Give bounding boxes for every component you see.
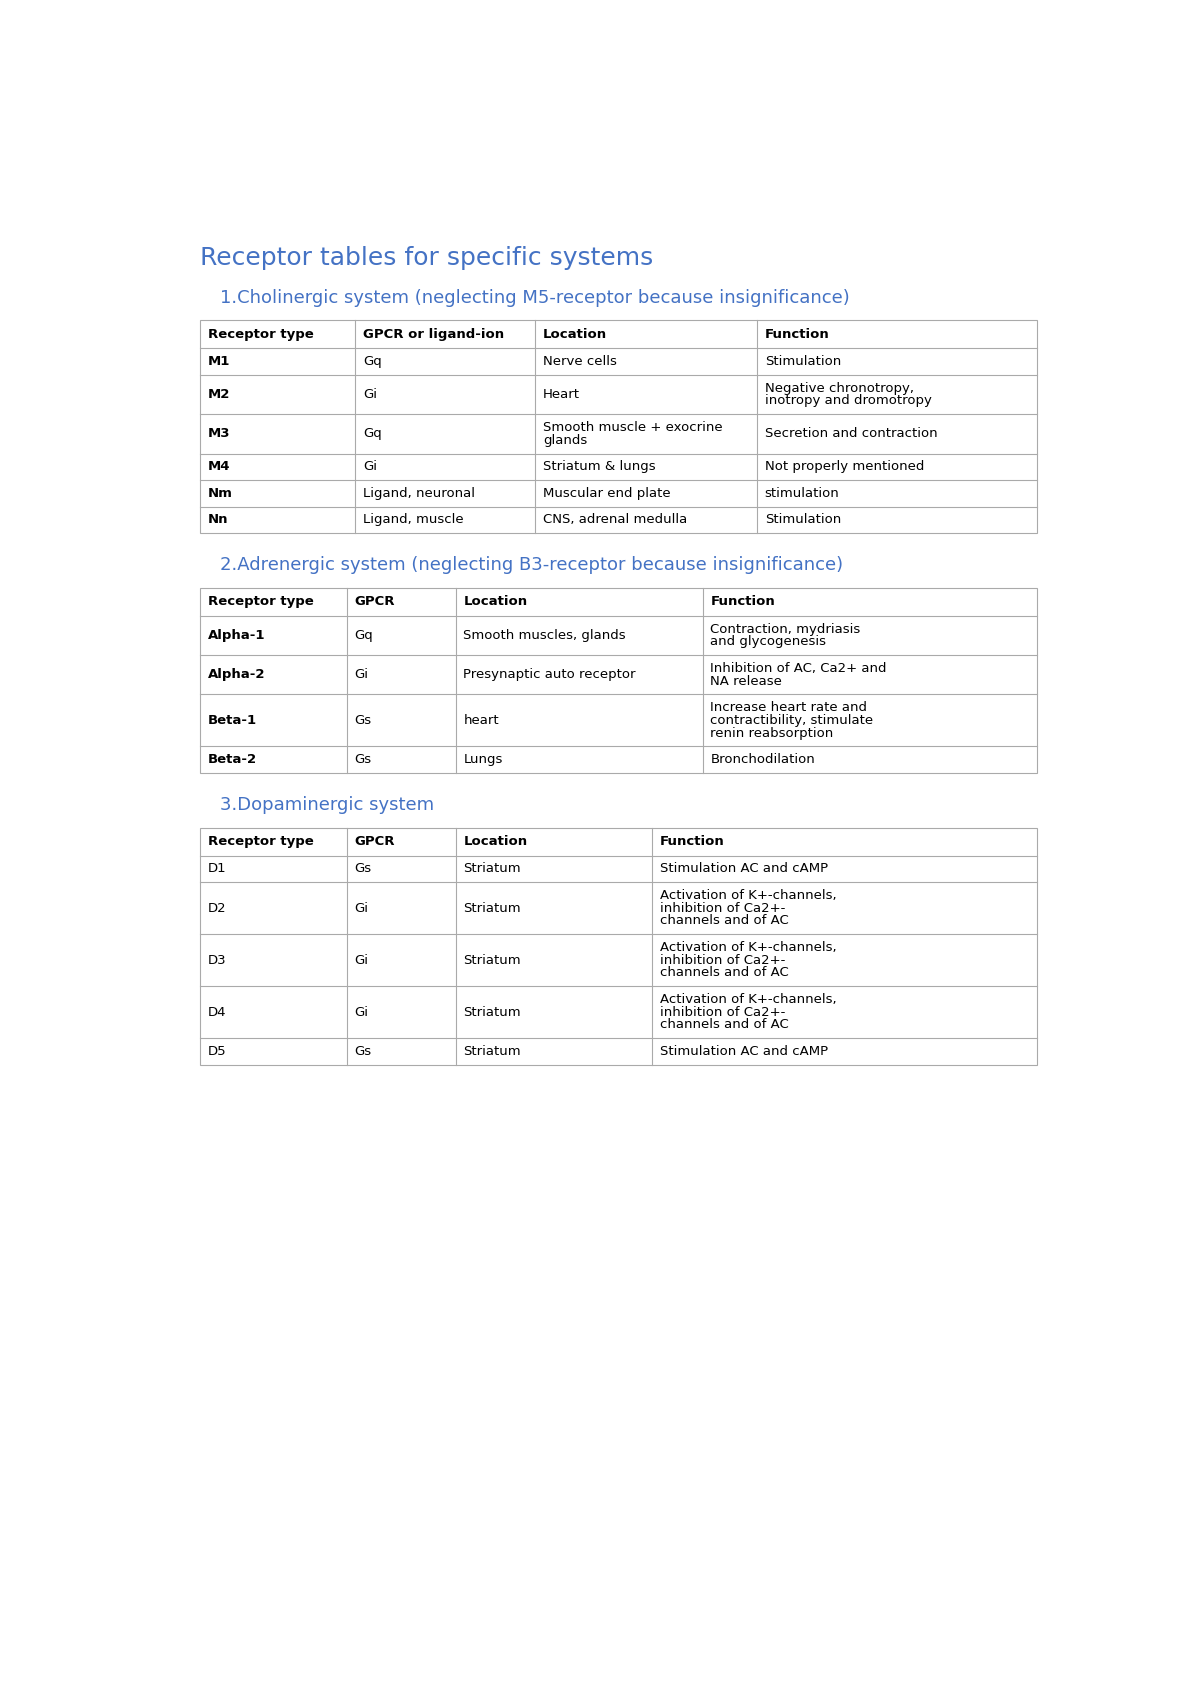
Text: Gi: Gi <box>355 1005 368 1019</box>
Text: GPCR: GPCR <box>355 835 395 847</box>
Text: Nm: Nm <box>208 487 233 499</box>
Text: Activation of K+-channels,: Activation of K+-channels, <box>660 890 836 902</box>
Text: Location: Location <box>463 596 528 608</box>
Text: Ligand, muscle: Ligand, muscle <box>362 513 463 526</box>
Text: D2: D2 <box>208 902 227 915</box>
Text: inhibition of Ca2+-: inhibition of Ca2+- <box>660 902 786 915</box>
Text: Gi: Gi <box>355 902 368 915</box>
Text: GPCR: GPCR <box>355 596 395 608</box>
Text: Striatum: Striatum <box>463 902 521 915</box>
Text: heart: heart <box>463 713 499 727</box>
Text: channels and of AC: channels and of AC <box>660 966 788 980</box>
Text: Function: Function <box>764 328 829 341</box>
Text: Activation of K+-channels,: Activation of K+-channels, <box>660 941 836 954</box>
Text: Stimulation: Stimulation <box>764 513 841 526</box>
Text: renin reabsorption: renin reabsorption <box>710 727 834 740</box>
Text: D4: D4 <box>208 1005 227 1019</box>
Text: Beta-1: Beta-1 <box>208 713 257 727</box>
Text: Not properly mentioned: Not properly mentioned <box>764 460 924 474</box>
Text: contractibility, stimulate: contractibility, stimulate <box>710 713 874 727</box>
Text: Alpha-2: Alpha-2 <box>208 669 265 681</box>
Text: Stimulation AC and cAMP: Stimulation AC and cAMP <box>660 1044 828 1058</box>
Text: D3: D3 <box>208 954 227 966</box>
Bar <box>200 827 1037 1065</box>
Text: Contraction, mydriasis: Contraction, mydriasis <box>710 623 860 635</box>
Text: Stimulation: Stimulation <box>764 355 841 368</box>
Text: D1: D1 <box>208 863 227 876</box>
Text: 3.Dopaminergic system: 3.Dopaminergic system <box>220 796 434 813</box>
Text: Nerve cells: Nerve cells <box>542 355 617 368</box>
Text: Receptor type: Receptor type <box>208 596 314 608</box>
Text: inhibition of Ca2+-: inhibition of Ca2+- <box>660 1005 786 1019</box>
Text: Function: Function <box>710 596 775 608</box>
Text: Stimulation AC and cAMP: Stimulation AC and cAMP <box>660 863 828 876</box>
Text: M4: M4 <box>208 460 230 474</box>
Text: Gs: Gs <box>355 713 372 727</box>
Text: Location: Location <box>463 835 528 847</box>
Text: Striatum: Striatum <box>463 954 521 966</box>
Text: glands: glands <box>542 433 587 447</box>
Text: D5: D5 <box>208 1044 227 1058</box>
Text: Gs: Gs <box>355 863 372 876</box>
Text: Gs: Gs <box>355 1044 372 1058</box>
Text: Receptor tables for specific systems: Receptor tables for specific systems <box>200 246 654 270</box>
Text: Lungs: Lungs <box>463 754 503 766</box>
Text: Gq: Gq <box>362 428 382 440</box>
Text: CNS, adrenal medulla: CNS, adrenal medulla <box>542 513 688 526</box>
Text: Ligand, neuronal: Ligand, neuronal <box>362 487 475 499</box>
Text: Activation of K+-channels,: Activation of K+-channels, <box>660 993 836 1005</box>
Text: Location: Location <box>542 328 607 341</box>
Text: Gq: Gq <box>362 355 382 368</box>
Text: Secretion and contraction: Secretion and contraction <box>764 428 937 440</box>
Text: Nn: Nn <box>208 513 229 526</box>
Text: Presynaptic auto receptor: Presynaptic auto receptor <box>463 669 636 681</box>
Text: 1.Cholinergic system (neglecting M5-receptor because insignificance): 1.Cholinergic system (neglecting M5-rece… <box>220 289 850 307</box>
Text: Heart: Heart <box>542 389 580 401</box>
Text: Beta-2: Beta-2 <box>208 754 257 766</box>
Text: Gi: Gi <box>362 460 377 474</box>
Text: Negative chronotropy,: Negative chronotropy, <box>764 382 913 394</box>
Text: Function: Function <box>660 835 725 847</box>
Text: Alpha-1: Alpha-1 <box>208 628 265 642</box>
Text: Gi: Gi <box>355 669 368 681</box>
Text: Increase heart rate and: Increase heart rate and <box>710 701 868 715</box>
Text: channels and of AC: channels and of AC <box>660 915 788 927</box>
Text: Smooth muscle + exocrine: Smooth muscle + exocrine <box>542 421 722 435</box>
Text: GPCR or ligand-ion: GPCR or ligand-ion <box>362 328 504 341</box>
Text: Striatum: Striatum <box>463 1044 521 1058</box>
Text: Receptor type: Receptor type <box>208 835 314 847</box>
Text: inotropy and dromotropy: inotropy and dromotropy <box>764 394 931 408</box>
Text: 2.Adrenergic system (neglecting B3-receptor because insignificance): 2.Adrenergic system (neglecting B3-recep… <box>220 557 842 574</box>
Text: Striatum & lungs: Striatum & lungs <box>542 460 655 474</box>
Text: M3: M3 <box>208 428 230 440</box>
Text: Gi: Gi <box>362 389 377 401</box>
Text: Striatum: Striatum <box>463 863 521 876</box>
Text: and glycogenesis: and glycogenesis <box>710 635 827 649</box>
Text: M2: M2 <box>208 389 230 401</box>
Bar <box>200 588 1037 773</box>
Text: Gs: Gs <box>355 754 372 766</box>
Text: channels and of AC: channels and of AC <box>660 1019 788 1031</box>
Text: Bronchodilation: Bronchodilation <box>710 754 815 766</box>
Bar <box>200 321 1037 533</box>
Text: stimulation: stimulation <box>764 487 840 499</box>
Text: Gq: Gq <box>355 628 373 642</box>
Text: NA release: NA release <box>710 674 782 688</box>
Text: Muscular end plate: Muscular end plate <box>542 487 671 499</box>
Text: Gi: Gi <box>355 954 368 966</box>
Text: Inhibition of AC, Ca2+ and: Inhibition of AC, Ca2+ and <box>710 662 887 676</box>
Text: Striatum: Striatum <box>463 1005 521 1019</box>
Text: Receptor type: Receptor type <box>208 328 314 341</box>
Text: Smooth muscles, glands: Smooth muscles, glands <box>463 628 626 642</box>
Text: M1: M1 <box>208 355 230 368</box>
Text: inhibition of Ca2+-: inhibition of Ca2+- <box>660 954 786 966</box>
